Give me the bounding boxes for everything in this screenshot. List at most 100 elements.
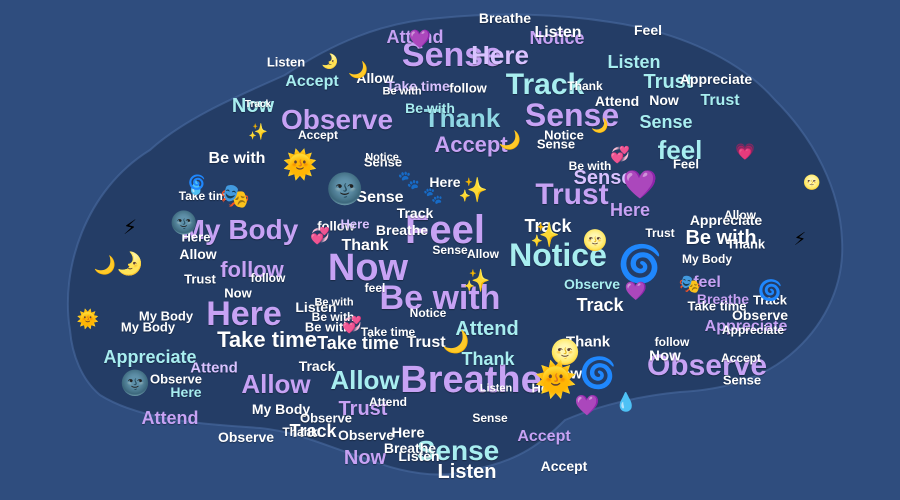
cloud-word: Breathe bbox=[478, 10, 532, 26]
cloud-word: Attend bbox=[141, 408, 199, 428]
emoji-icon: ✨ bbox=[248, 122, 268, 141]
cloud-word: Take time bbox=[317, 333, 399, 353]
cloud-word: Listen bbox=[398, 448, 440, 464]
emoji-icon: 🌙 bbox=[348, 60, 368, 79]
cloud-word: Be with bbox=[311, 310, 355, 324]
cloud-word: Track bbox=[505, 68, 585, 101]
cloud-word: follow bbox=[317, 218, 355, 234]
cloud-word: Sense bbox=[573, 167, 633, 189]
cloud-word: Track bbox=[289, 421, 337, 441]
emoji-icon: 🌞 bbox=[534, 360, 578, 400]
cloud-word: Sense bbox=[536, 136, 576, 152]
cloud-word: Appreciate bbox=[704, 318, 788, 335]
cloud-word: Here bbox=[531, 380, 561, 396]
emoji-icon: ✨ bbox=[530, 221, 560, 249]
cloud-word: Sense bbox=[363, 154, 403, 170]
emoji-icon: 💞 bbox=[342, 315, 362, 334]
cloud-word: Track bbox=[524, 216, 572, 236]
cloud-word: Track bbox=[396, 205, 434, 221]
cloud-word: Be with bbox=[405, 100, 455, 116]
cloud-word: Allow bbox=[542, 365, 582, 383]
emoji-icon: 💜 bbox=[624, 281, 648, 302]
emoji-icon: 🌀 bbox=[188, 175, 206, 191]
emoji-icon: 💧 bbox=[614, 392, 638, 413]
cloud-word: Sense bbox=[472, 411, 508, 425]
cloud-word: Trust bbox=[406, 334, 446, 351]
cloud-word: My Body bbox=[251, 401, 311, 417]
cloud-word: My Body bbox=[138, 308, 194, 324]
cloud-word: Track bbox=[244, 99, 272, 110]
cloud-word: feel bbox=[364, 281, 386, 295]
emoji-icon: 🎭 bbox=[678, 274, 702, 295]
brain-shape bbox=[66, 13, 844, 476]
emoji-icon: 🌚 bbox=[170, 211, 198, 236]
cloud-word: Attend bbox=[190, 359, 238, 377]
cloud-word: Notice bbox=[509, 237, 607, 273]
cloud-word: Sense bbox=[432, 243, 468, 257]
cloud-word: Attend bbox=[369, 395, 407, 409]
cloud-word: Attend bbox=[455, 318, 519, 340]
cloud-word: Listen bbox=[437, 461, 497, 483]
emoji-icon: 🌙 bbox=[591, 118, 609, 134]
cloud-word: Allow bbox=[179, 246, 217, 262]
cloud-word: Here bbox=[609, 200, 651, 220]
cloud-word: Sense bbox=[416, 435, 500, 466]
emoji-icon: ✨ bbox=[463, 269, 491, 294]
emoji-icon: 💧 bbox=[187, 180, 205, 196]
emoji-icon: 🌀 bbox=[617, 244, 663, 285]
cloud-word: My Body bbox=[681, 252, 733, 266]
cloud-word: Observe bbox=[280, 104, 394, 135]
emoji-icon: 🌙 bbox=[93, 255, 117, 276]
cloud-word: Here bbox=[181, 229, 211, 245]
cloud-word: Breathe bbox=[400, 359, 542, 401]
cloud-word: Thank bbox=[282, 425, 318, 439]
emoji-icon: 🌚 bbox=[326, 172, 364, 207]
cloud-word: Be with bbox=[685, 227, 757, 249]
emoji-icon: 🌛 bbox=[321, 54, 339, 70]
cloud-word: Now bbox=[343, 447, 387, 469]
cloud-word: Listen bbox=[266, 54, 306, 70]
cloud-word: Track bbox=[298, 358, 336, 374]
cloud-word: follow bbox=[220, 257, 284, 282]
cloud-word: Listen bbox=[479, 382, 513, 395]
cloud-word: Attend bbox=[386, 27, 444, 47]
cloud-word: Accept bbox=[434, 132, 508, 157]
emoji-icon: 💜 bbox=[622, 168, 658, 201]
emoji-icon: 🐾 bbox=[397, 170, 421, 191]
cloud-word: Feel bbox=[404, 208, 486, 252]
cloud-word: Appreciate bbox=[721, 323, 785, 337]
cloud-word: Accept bbox=[285, 73, 339, 90]
emoji-icon: 💗 bbox=[735, 142, 755, 161]
emoji-icon: 🌞 bbox=[282, 148, 318, 181]
cloud-word: Accept bbox=[297, 128, 339, 142]
cloud-word: Observe bbox=[217, 429, 275, 445]
emoji-icon: 🌚 bbox=[120, 369, 150, 397]
cloud-word: Allow bbox=[241, 369, 311, 399]
cloud-word: Now bbox=[224, 285, 252, 301]
emoji-icon: 🌝 bbox=[803, 175, 821, 191]
cloud-word: Feel bbox=[672, 156, 700, 172]
emoji-icon: 🌝 bbox=[582, 228, 608, 252]
cloud-word: Now bbox=[649, 92, 679, 108]
cloud-word: Here bbox=[391, 424, 425, 442]
emoji-icon: ✨ bbox=[458, 176, 488, 204]
cloud-word: Notice bbox=[529, 28, 585, 48]
cloud-word: Be with bbox=[314, 296, 354, 309]
cloud-word: Appreciate bbox=[679, 71, 753, 87]
cloud-word: Here bbox=[471, 40, 529, 70]
cloud-word: Sense bbox=[401, 36, 503, 74]
cloud-word: Breathe bbox=[383, 440, 437, 456]
cloud-word: Track bbox=[576, 295, 624, 315]
cloud-word: Observe bbox=[299, 410, 353, 426]
cloud-word: Be with bbox=[568, 159, 612, 173]
cloud-word: Now bbox=[231, 95, 275, 117]
emoji-icon: 💜 bbox=[574, 393, 600, 417]
cloud-word: Track bbox=[753, 292, 787, 308]
emoji-icon: ⚡ bbox=[793, 229, 807, 250]
cloud-word: Take time bbox=[386, 78, 450, 94]
emoji-icon: 🌞 bbox=[76, 309, 100, 330]
cloud-word: Appreciate bbox=[103, 347, 197, 367]
cloud-word: Accept bbox=[720, 351, 762, 365]
cloud-word: Observe bbox=[149, 371, 203, 387]
